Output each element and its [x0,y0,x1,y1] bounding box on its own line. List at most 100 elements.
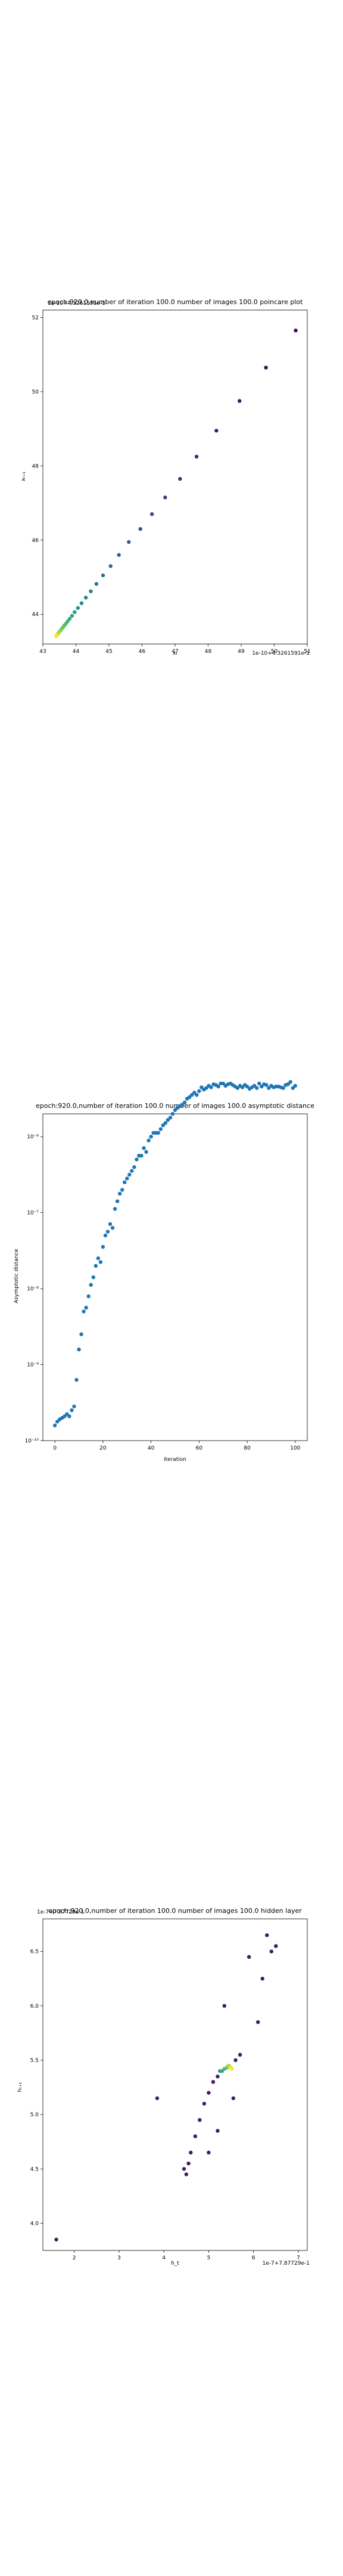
x-tick-label: 48 [205,649,212,655]
data-point [199,1085,204,1089]
data-point [256,2020,260,2024]
data-point [54,2237,58,2241]
data-point [83,596,88,600]
data-point [98,1260,103,1264]
data-point [235,1086,240,1090]
data-point [115,1199,120,1203]
x-tick-label: 60 [196,1445,203,1451]
plot-frame [42,1113,308,1441]
data-point [221,1081,225,1086]
data-point [120,1188,124,1192]
plot-area: 0 20 40 60 80 100 10⁻¹⁰ 10⁻⁹ 10⁻⁸ 10⁻⁷ 10⁻⁶ [25,1080,308,1451]
data-point [67,617,72,621]
data-point [286,1082,290,1086]
data-point [79,1332,83,1336]
data-point [132,1165,136,1169]
x-tick-label: 2 [73,2255,76,2261]
data-point [166,1117,170,1122]
data-point [257,1081,261,1086]
poincare-plot-figure: epoch:920.0,number of iteration 100.0 nu… [21,298,311,657]
data-point [269,1949,273,1953]
data-point [127,540,131,544]
data-point [146,1138,151,1143]
data-point [168,1116,173,1120]
plot-frame [42,309,308,645]
data-point [173,1108,177,1112]
data-point [103,1233,108,1238]
data-point [155,2096,160,2100]
x-tick-label: 49 [238,649,245,655]
data-point [267,1086,271,1090]
data-point [123,1180,127,1184]
x-axis-label: iteration [164,1457,186,1463]
data-point [117,553,121,557]
data-point [138,527,142,531]
data-point [189,2150,193,2155]
overlay-text: 1e-10+4.3261591e-1 [48,301,105,306]
data-point [76,606,80,610]
data-point [190,1092,194,1097]
data-point [230,2067,234,2071]
data-point [73,610,77,614]
data-point [82,1309,86,1314]
data-point [204,1086,208,1090]
data-point [207,2150,211,2155]
y-axis-label: Asymptotic distance [14,1249,20,1304]
data-point [108,564,113,568]
asymptotic-distance-figure: epoch:920.0,number of iteration 100.0 nu… [14,1080,314,1463]
data-point [84,1305,88,1310]
data-point [130,1169,134,1173]
data-point [79,601,84,605]
data-point [216,2075,220,2079]
data-point [195,1092,199,1097]
data-point [198,2118,202,2122]
data-point [74,1377,79,1382]
data-point [77,1347,81,1352]
data-point [293,1083,298,1088]
data-point [70,1408,74,1413]
x-tick-label: 100 [290,1445,300,1451]
y-tick-label: 10⁻¹⁰ [25,1438,39,1444]
data-point [178,476,182,481]
data-point [180,1103,185,1107]
data-point [52,1423,57,1428]
data-point [163,496,167,500]
x-tick-label: 51 [304,649,310,655]
x-tick-label: 43 [39,649,46,655]
data-point [291,1086,295,1090]
data-point [142,1146,146,1150]
x-tick-label: 44 [73,649,80,655]
plot-frame [42,1918,308,2251]
data-point [186,2161,191,2166]
data-point [188,1095,192,1100]
y-tick-label: 10⁻⁷ [27,1210,39,1216]
data-point [231,2096,236,2100]
y-axis-label: hₜ₊₁ [17,2082,23,2092]
data-point [149,512,154,516]
data-point [194,454,199,459]
x-tick-label: 5 [207,2255,211,2261]
y-axis-label: xₜ₊₁ [21,471,27,481]
data-point [139,1153,144,1158]
data-point [214,429,219,433]
data-point [93,1264,98,1268]
x-tick-label: 0 [53,1445,57,1451]
data-point [264,366,268,370]
x-axis-label: xₜ [173,651,177,657]
chart-title: epoch:920.0,number of iteration 100.0 nu… [36,1102,314,1110]
x-tick-label: 7 [297,2255,300,2261]
data-point [127,1172,132,1177]
data-point [96,1256,101,1261]
x-tick-label: 20 [99,1445,107,1451]
y-tick-label: 46 [32,538,39,544]
y-tick-label: 44 [32,612,39,618]
data-point [158,1127,163,1131]
x-tick-label: 46 [139,649,146,655]
data-point [193,2134,198,2138]
data-point [281,1086,285,1090]
y-tick-label: 4.5 [30,2166,39,2172]
data-point [105,1230,110,1234]
data-point [211,2080,216,2084]
data-point [65,1412,69,1416]
overlay-text: 1e-7+7.87729e-1 [37,1909,85,1915]
